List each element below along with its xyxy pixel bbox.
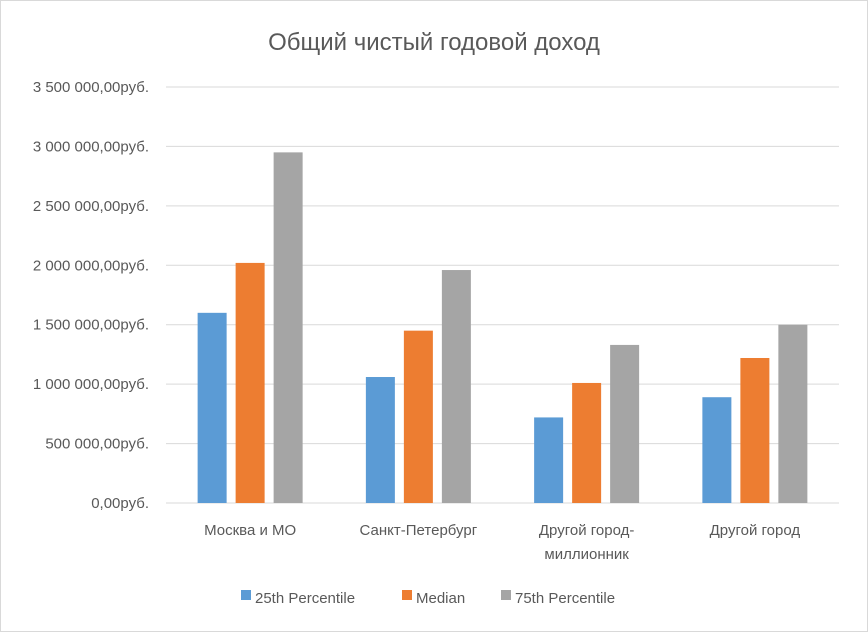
legend-label: Median [416, 590, 465, 607]
bar [235, 262, 265, 503]
y-tick-label: 1 500 000,00руб. [33, 317, 149, 334]
gridlines [166, 86, 839, 504]
x-category-label: Санкт-Петербург [360, 522, 478, 539]
y-axis-labels: 0,00руб. 500 000,00руб. 1 000 000,00руб. 1 … [33, 79, 149, 512]
x-category-label: Другой город- [539, 522, 634, 539]
legend-swatch [241, 590, 251, 600]
y-tick-label: 500 000,00руб. [45, 436, 149, 453]
bar [610, 344, 640, 503]
bar [702, 397, 732, 503]
x-category-label: Москва и МО [204, 522, 296, 539]
bars [197, 152, 808, 503]
bar [403, 330, 433, 503]
bar [273, 152, 303, 503]
x-axis-labels: Москва и МО Санкт-Петербург Другой город-м… [204, 522, 800, 563]
bar [740, 357, 770, 503]
y-tick-label: 3 000 000,00руб. [33, 138, 149, 155]
y-tick-label: 3 500 000,00руб. [33, 79, 149, 96]
bar [778, 324, 808, 503]
bar [534, 417, 564, 503]
y-tick-label: 2 500 000,00руб. [33, 198, 149, 215]
legend-swatch [501, 590, 511, 600]
bar [197, 312, 227, 503]
legend: 25th Percentile Median 75th Percentile [241, 590, 615, 607]
x-category-label: миллионник [544, 546, 629, 563]
bar [365, 377, 395, 503]
y-tick-label: 0,00руб. [91, 495, 149, 512]
bar [441, 270, 471, 503]
bar [572, 382, 602, 503]
legend-label: 75th Percentile [515, 590, 615, 607]
legend-label: 25th Percentile [255, 590, 355, 607]
legend-swatch [402, 590, 412, 600]
x-category-label: Другой город [710, 522, 801, 539]
y-tick-label: 2 000 000,00руб. [33, 257, 149, 274]
y-tick-label: 1 000 000,00руб. [33, 376, 149, 393]
chart-title: Общий чистый годовой доход [268, 29, 600, 56]
